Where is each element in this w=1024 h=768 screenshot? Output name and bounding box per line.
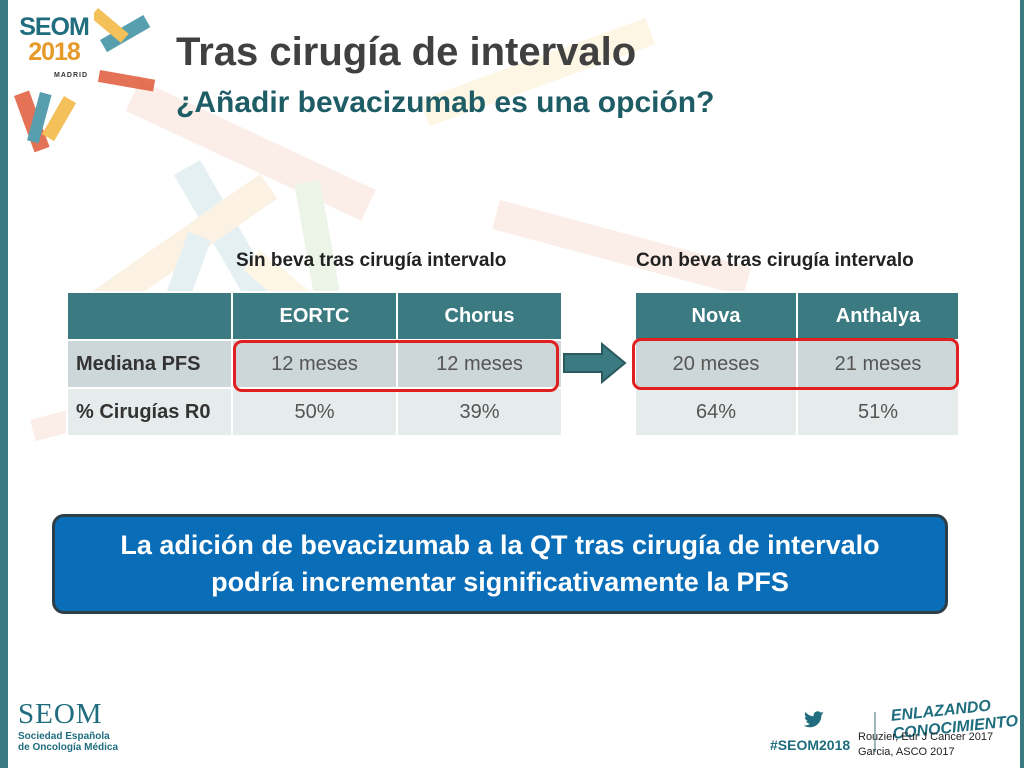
table-row: Mediana PFS 12 meses 12 meses <box>66 339 563 389</box>
left-table: EORTC Chorus Mediana PFS 12 meses 12 mes… <box>66 291 563 437</box>
left-table-header-chorus: Chorus <box>396 291 563 341</box>
logo-text-year: 2018 <box>28 38 81 66</box>
reference-2: Garcia, ASCO 2017 <box>858 746 955 758</box>
right-arrow-icon <box>563 342 627 384</box>
twitter-icon <box>803 711 824 728</box>
table-cell: 64% <box>634 387 798 437</box>
hashtag-label: #SEOM2018 <box>770 737 851 753</box>
table-cell: 51% <box>796 387 960 437</box>
table-row: % Cirugías R0 50% 39% <box>66 387 563 437</box>
table-row: 64% 51% <box>634 387 960 437</box>
right-accent-bar <box>1020 0 1024 768</box>
seom-footer-subtitle: Sociedad Española de Oncología Médica <box>18 731 118 753</box>
right-table-header-anthalya: Anthalya <box>796 291 960 341</box>
table-cell: 50% <box>231 387 398 437</box>
seom-footer-logo: SEOM <box>18 698 103 730</box>
table-cell: 21 meses <box>796 339 960 389</box>
logo-text-city: MADRID <box>54 72 88 79</box>
left-pfs-highlight <box>233 340 559 392</box>
right-pfs-highlight <box>632 338 959 390</box>
table-cell: 20 meses <box>634 339 798 389</box>
seom2018-logo: SEOM 2018 MADRID <box>14 8 94 88</box>
table-row: 20 meses 21 meses <box>634 339 960 389</box>
logo-text-seom: SEOM <box>19 13 90 41</box>
slide-subtitle: ¿Añadir bevacizumab es una opción? <box>176 86 715 119</box>
seom-subtitle-line-2: de Oncología Médica <box>18 742 119 753</box>
right-table: Nova Anthalya 20 meses 21 meses 64% 51% <box>634 291 960 437</box>
table-cell: 12 meses <box>396 339 563 389</box>
slide-title: Tras cirugía de intervalo <box>176 30 637 74</box>
footer-divider <box>874 712 876 752</box>
left-table-caption: Sin beva tras cirugía intervalo <box>236 250 507 271</box>
callout-line-1: La adición de bevacizumab a la QT tras c… <box>120 530 880 560</box>
left-accent-bar <box>0 0 8 768</box>
seom-subtitle-line-1: Sociedad Española <box>18 731 110 742</box>
left-table-header-eortc: EORTC <box>231 291 398 341</box>
row-label-cirugias-r0: % Cirugías R0 <box>66 387 233 437</box>
conclusion-callout: La adición de bevacizumab a la QT tras c… <box>52 514 948 614</box>
right-table-header-nova: Nova <box>634 291 798 341</box>
references: Rouzier, Eur J Cancer 2017 Garcia, ASCO … <box>858 730 993 760</box>
table-cell: 39% <box>396 387 563 437</box>
right-table-caption: Con beva tras cirugía intervalo <box>636 250 914 271</box>
row-label-mediana-pfs: Mediana PFS <box>66 339 233 389</box>
reference-1: Rouzier, Eur J Cancer 2017 <box>858 731 994 743</box>
table-cell: 12 meses <box>231 339 398 389</box>
callout-line-2: podría incrementar significativamente la… <box>211 567 789 597</box>
left-table-header-empty <box>66 291 233 341</box>
